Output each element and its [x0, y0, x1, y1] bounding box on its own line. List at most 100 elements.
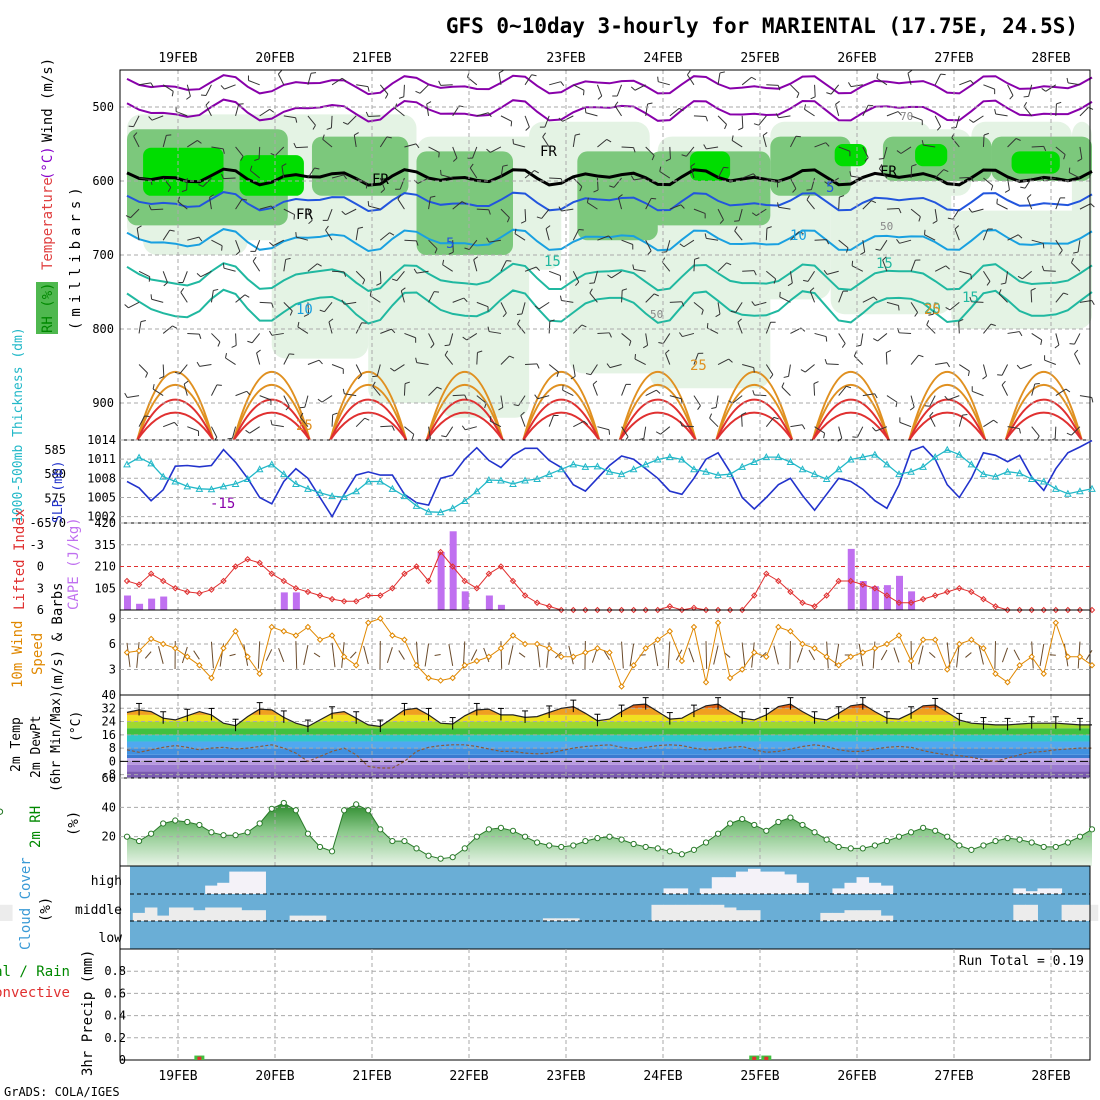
wind-barb-flag: [986, 281, 991, 286]
wind-barb: [271, 332, 284, 336]
wind-barb-flag: [172, 325, 178, 329]
wind-barb: [355, 417, 366, 428]
lifted-index-point: [545, 603, 553, 610]
temp-diurnal-contour: [811, 383, 890, 441]
wind-barb: [789, 177, 797, 189]
wind-barb: [163, 421, 175, 428]
wind-barb-flag: [293, 142, 297, 148]
wind-barb: [469, 167, 478, 179]
wind-barb-flag: [559, 295, 562, 301]
rh-point: [1076, 833, 1084, 840]
wind-barb-flag: [464, 394, 468, 400]
thickness-point: [279, 470, 288, 478]
wind-barb: [313, 652, 321, 658]
wind-barb: [899, 332, 912, 334]
wind-barb: [256, 352, 261, 365]
y-tick-label: 570: [44, 516, 66, 530]
wind-barb: [307, 359, 320, 365]
wind-barb: [804, 108, 815, 117]
cloud-cell-middle: [217, 907, 230, 921]
wind-barb: [1069, 172, 1081, 179]
wind-barb: [766, 84, 779, 86]
cloud-cell-high: [796, 882, 809, 894]
wind-barb-flag: [777, 202, 780, 208]
wind-barb: [838, 333, 846, 344]
wind-barb-flag: [231, 344, 237, 348]
dewpoint-line: [126, 744, 1092, 769]
wind-barb: [1045, 84, 1057, 92]
thickness-point: [557, 465, 566, 473]
wind-barb-flag: [936, 126, 942, 131]
wind-barb: [259, 205, 272, 210]
lifted-index-point: [473, 585, 481, 592]
lifted-index-point: [425, 577, 432, 585]
wind-barb-flag: [357, 374, 363, 380]
wind-barb-flag: [825, 336, 828, 342]
wind-barb: [223, 267, 236, 272]
wind-barb-flag: [1018, 331, 1023, 337]
wind-barb-flag: [1069, 343, 1075, 345]
wind-barb-flag: [886, 350, 892, 353]
wind-barb-flag: [608, 429, 611, 435]
temp-contour-label: 25: [296, 418, 313, 434]
wind-barb: [826, 363, 839, 366]
wind-barb-flag: [152, 384, 155, 390]
wind-barb-flag: [394, 103, 398, 109]
rh-point: [582, 837, 589, 845]
wind-barb-flag: [558, 117, 563, 122]
wind-barb: [879, 239, 888, 251]
wind-barb: [1013, 649, 1021, 661]
wind-barb: [386, 647, 393, 663]
wind-barb: [452, 201, 463, 210]
temp-diurnal-contour: [329, 411, 408, 441]
wind-barb: [404, 332, 416, 339]
wind-barb: [828, 177, 839, 185]
y-tick-label: 900: [92, 396, 114, 410]
rh-point: [413, 845, 420, 852]
wind-barb-flag: [914, 312, 919, 317]
wind-barb-flag: [968, 207, 973, 213]
thickness-point: [292, 479, 300, 487]
cape-bar: [449, 531, 457, 610]
panel-precip: 0.80.60.40.20 Run Total = 0.19 Total / R…: [0, 948, 1091, 1076]
wind-barb-flag: [1017, 275, 1023, 280]
wind-barb: [835, 104, 840, 117]
wind-barb-flag: [734, 226, 738, 232]
wind-barb-flag: [525, 126, 530, 131]
wind-barb-flag: [634, 354, 636, 360]
wind-barb: [138, 415, 145, 427]
wind-barb: [472, 146, 478, 159]
wind-barb: [1007, 84, 1014, 96]
lifted-index-point: [485, 570, 493, 577]
temp-diurnal-contour: [715, 398, 794, 441]
lifted-index-point: [316, 592, 324, 599]
wind-barb-flag: [342, 121, 348, 125]
wind-barb-flag: [738, 127, 744, 131]
lifted-index-point: [714, 606, 722, 614]
cloud-cell-high: [217, 882, 230, 894]
wind-barb-flag: [560, 81, 565, 87]
y-tick-label: 9: [109, 612, 116, 626]
temp-diurnal-contour: [811, 411, 890, 441]
wind-barb-flag: [148, 204, 152, 210]
wind-barb: [1007, 234, 1019, 241]
wind-barb-flag: [929, 411, 934, 417]
wind-barb: [537, 395, 550, 400]
wind-barb: [1031, 333, 1043, 341]
wind-barb: [741, 115, 744, 128]
wind-barb: [810, 177, 816, 190]
temp-contour-label: 25: [924, 302, 941, 318]
wind-barb: [186, 84, 191, 97]
wind-barb: [754, 301, 767, 306]
wind-barb-flag: [205, 101, 210, 106]
wind-barb-flag: [556, 371, 559, 377]
wind-barb: [807, 271, 815, 282]
wind-barb: [982, 364, 988, 377]
wind-barb: [1044, 359, 1056, 365]
wind-barb-flag: [734, 220, 740, 222]
wind-barb-flag: [512, 138, 514, 144]
thickness-point: [569, 460, 578, 468]
wind-barb: [653, 643, 659, 667]
wind-speed-point: [461, 662, 468, 669]
